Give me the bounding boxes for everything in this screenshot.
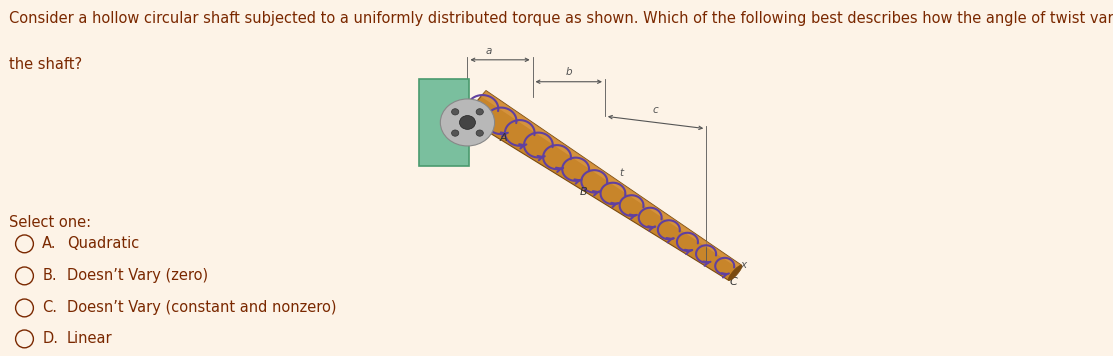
Polygon shape — [481, 91, 741, 269]
Text: t: t — [619, 168, 623, 178]
Text: B: B — [580, 187, 588, 197]
Text: Quadratic: Quadratic — [67, 236, 139, 251]
Text: C: C — [730, 277, 738, 287]
Text: C.: C. — [42, 300, 57, 315]
Circle shape — [460, 116, 475, 129]
Circle shape — [452, 130, 459, 136]
Text: x: x — [740, 260, 747, 270]
Text: Consider a hollow circular shaft subjected to a uniformly distributed torque as : Consider a hollow circular shaft subject… — [9, 11, 1113, 26]
Text: the shaft?: the shaft? — [9, 57, 82, 72]
Polygon shape — [463, 91, 741, 281]
Text: Doesn’t Vary (constant and nonzero): Doesn’t Vary (constant and nonzero) — [67, 300, 336, 315]
Text: a: a — [486, 46, 492, 56]
Text: B.: B. — [42, 268, 57, 283]
Text: b: b — [565, 68, 572, 78]
Circle shape — [476, 109, 483, 115]
Ellipse shape — [728, 265, 742, 281]
Bar — [418, 79, 470, 166]
Text: D.: D. — [42, 331, 58, 346]
Circle shape — [476, 130, 483, 136]
Text: Linear: Linear — [67, 331, 112, 346]
Text: Select one:: Select one: — [9, 215, 91, 230]
Circle shape — [452, 109, 459, 115]
Circle shape — [441, 99, 494, 146]
Text: Doesn’t Vary (zero): Doesn’t Vary (zero) — [67, 268, 208, 283]
Text: A: A — [500, 133, 508, 143]
Text: c: c — [652, 105, 659, 115]
Text: A.: A. — [42, 236, 57, 251]
